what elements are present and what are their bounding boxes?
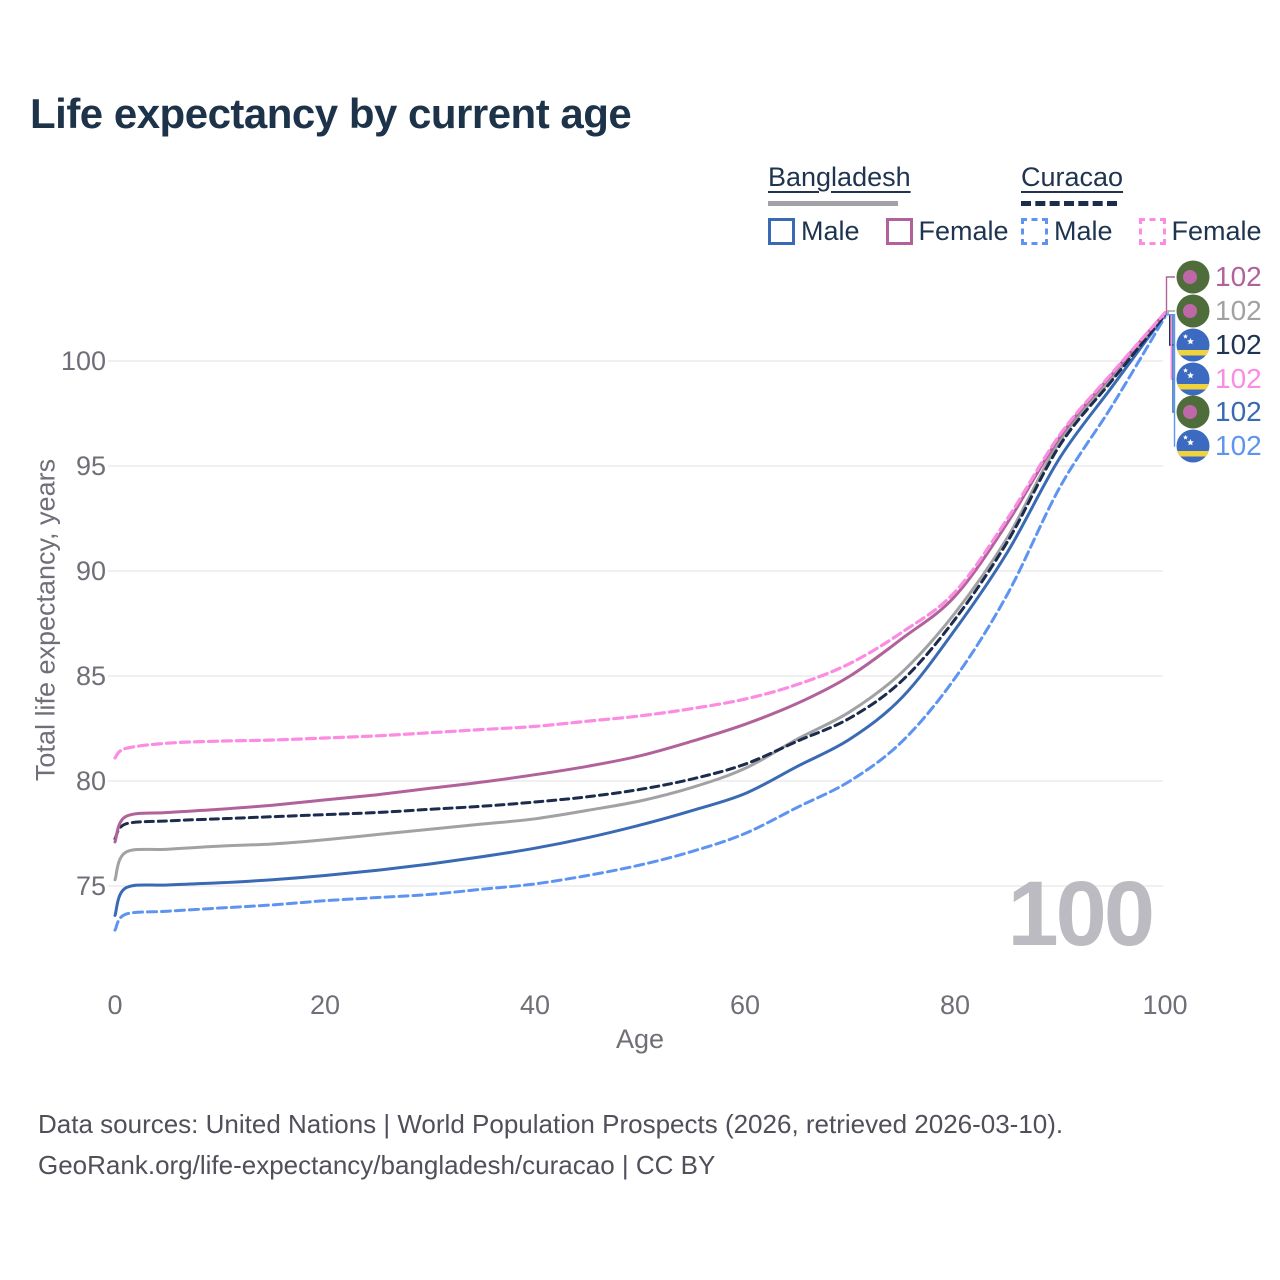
- legend-label-bangladesh-male: Male: [801, 216, 860, 246]
- end-label-value-curacao-average: 102: [1215, 329, 1262, 360]
- legend-swatch-curacao-female[interactable]: [1138, 218, 1166, 245]
- legend-line-sample-bangladesh: [768, 201, 898, 206]
- end-label-connector-bangladesh-female: [1165, 276, 1175, 316]
- legend-item-curacao-male[interactable]: Male: [1021, 216, 1113, 247]
- hover-age-watermark: 100: [1007, 863, 1155, 965]
- x-tick-20: 20: [309, 990, 341, 1020]
- legend-swatch-curacao-male[interactable]: [1021, 218, 1048, 245]
- x-tick-80: 80: [939, 990, 971, 1020]
- bangladesh-flag-icon: [1176, 395, 1210, 429]
- legend-country-bangladesh: Bangladesh: [768, 162, 911, 192]
- legend-item-curacao-female[interactable]: Female: [1138, 216, 1262, 247]
- chart-title: Life expectancy by current age: [30, 90, 632, 137]
- x-tick-60: 60: [729, 990, 761, 1020]
- series-line-curacao-average[interactable]: [113, 313, 1167, 841]
- end-label-value-bangladesh-female: 102: [1215, 261, 1262, 292]
- legend-line-sample-curacao: [1021, 201, 1117, 206]
- end-label-row-curacao-average[interactable]: 102: [1176, 328, 1262, 362]
- y-tick-100: 100: [60, 346, 106, 376]
- series-line-curacao-male[interactable]: [113, 315, 1167, 932]
- legend-swatch-bangladesh-female[interactable]: [885, 218, 913, 245]
- y-axis-title: Total life expectancy, years: [30, 458, 61, 782]
- end-label-value-bangladesh-average: 102: [1215, 295, 1262, 326]
- curacao-flag-icon: [1176, 429, 1210, 463]
- end-label-row-bangladesh-male[interactable]: 102: [1176, 395, 1262, 429]
- x-axis-title: Age: [615, 1024, 665, 1054]
- y-tick-85: 85: [75, 661, 106, 691]
- series-line-bangladesh-male[interactable]: [113, 313, 1167, 917]
- x-tick-0: 0: [107, 990, 123, 1020]
- legend-item-bangladesh-male[interactable]: Male: [768, 216, 860, 247]
- end-label-connector-curacao-male: [1165, 314, 1176, 447]
- x-tick-100: 100: [1142, 990, 1188, 1020]
- legend-swatch-bangladesh-male[interactable]: [768, 218, 795, 245]
- legend-group-curacao: Curacao Male Female: [1021, 162, 1280, 247]
- legend-label-curacao-female: Female: [1171, 216, 1262, 246]
- legend-country-curacao: Curacao: [1021, 162, 1124, 192]
- footer: Data sources: United Nations | World Pop…: [38, 1104, 1063, 1186]
- legend-label-bangladesh-female: Female: [918, 216, 1009, 246]
- series-line-curacao-female[interactable]: [113, 311, 1167, 760]
- series-line-bangladesh-average[interactable]: [113, 312, 1167, 882]
- end-label-value-curacao-female: 102: [1215, 363, 1262, 394]
- footer-attribution: GeoRank.org/life-expectancy/bangladesh/c…: [38, 1150, 716, 1180]
- footer-data-sources: Data sources: United Nations | World Pop…: [38, 1109, 1064, 1139]
- y-tick-95: 95: [75, 451, 106, 481]
- legend-label-curacao-male: Male: [1054, 216, 1113, 246]
- y-tick-75: 75: [75, 871, 106, 901]
- end-label-row-curacao-female[interactable]: 102: [1176, 362, 1262, 396]
- curacao-flag-icon: [1176, 362, 1210, 396]
- plot-area: [108, 276, 1176, 932]
- curacao-flag-icon: [1176, 328, 1210, 362]
- end-label-row-bangladesh-average[interactable]: 102: [1176, 294, 1262, 328]
- bangladesh-flag-icon: [1176, 260, 1210, 294]
- y-tick-90: 90: [75, 556, 106, 586]
- end-label-row-bangladesh-female[interactable]: 102: [1176, 260, 1262, 294]
- legend-group-bangladesh: Bangladesh Male Female: [768, 162, 1035, 247]
- series-line-bangladesh-female[interactable]: [113, 311, 1167, 844]
- y-tick-80: 80: [75, 766, 106, 796]
- x-tick-40: 40: [519, 990, 551, 1020]
- bangladesh-flag-icon: [1176, 294, 1210, 328]
- end-label-value-curacao-male: 102: [1215, 430, 1262, 461]
- end-label-row-curacao-male[interactable]: 102: [1176, 429, 1262, 463]
- end-label-value-bangladesh-male: 102: [1215, 396, 1262, 427]
- legend-item-bangladesh-female[interactable]: Female: [885, 216, 1009, 247]
